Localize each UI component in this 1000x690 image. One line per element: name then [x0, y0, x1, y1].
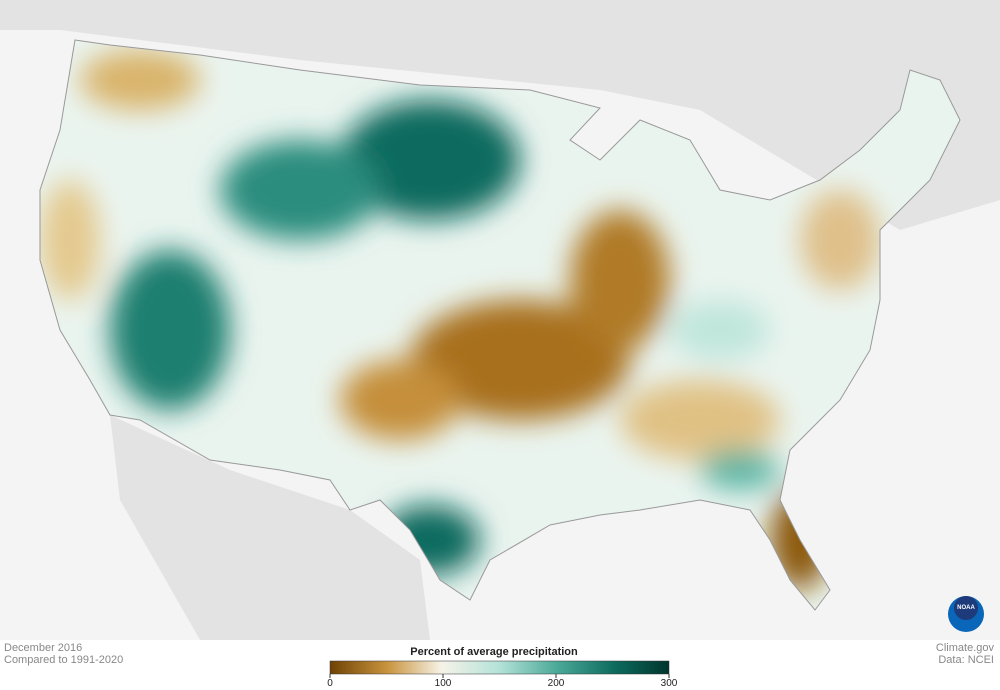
legend-ticks: 0 100 200 300 [327, 674, 678, 689]
baseline: Compared to 1991-2020 [4, 654, 123, 666]
legend-title: Percent of average precipitation [410, 646, 578, 658]
colorbar [329, 660, 670, 675]
site: Climate.gov [936, 642, 995, 654]
legend-tick-label: 200 [548, 678, 565, 689]
data-source: Data: NCEI [938, 654, 994, 666]
date: December 2016 [4, 642, 82, 654]
noaa-logo-inner [954, 596, 978, 620]
mexico [110, 415, 430, 640]
noaa-text: NOAA [957, 605, 975, 611]
legend-tick-label: 100 [435, 678, 452, 689]
canada [0, 0, 1000, 230]
legend-tick-label: 300 [661, 678, 678, 689]
legend-tick-label: 0 [327, 678, 333, 689]
